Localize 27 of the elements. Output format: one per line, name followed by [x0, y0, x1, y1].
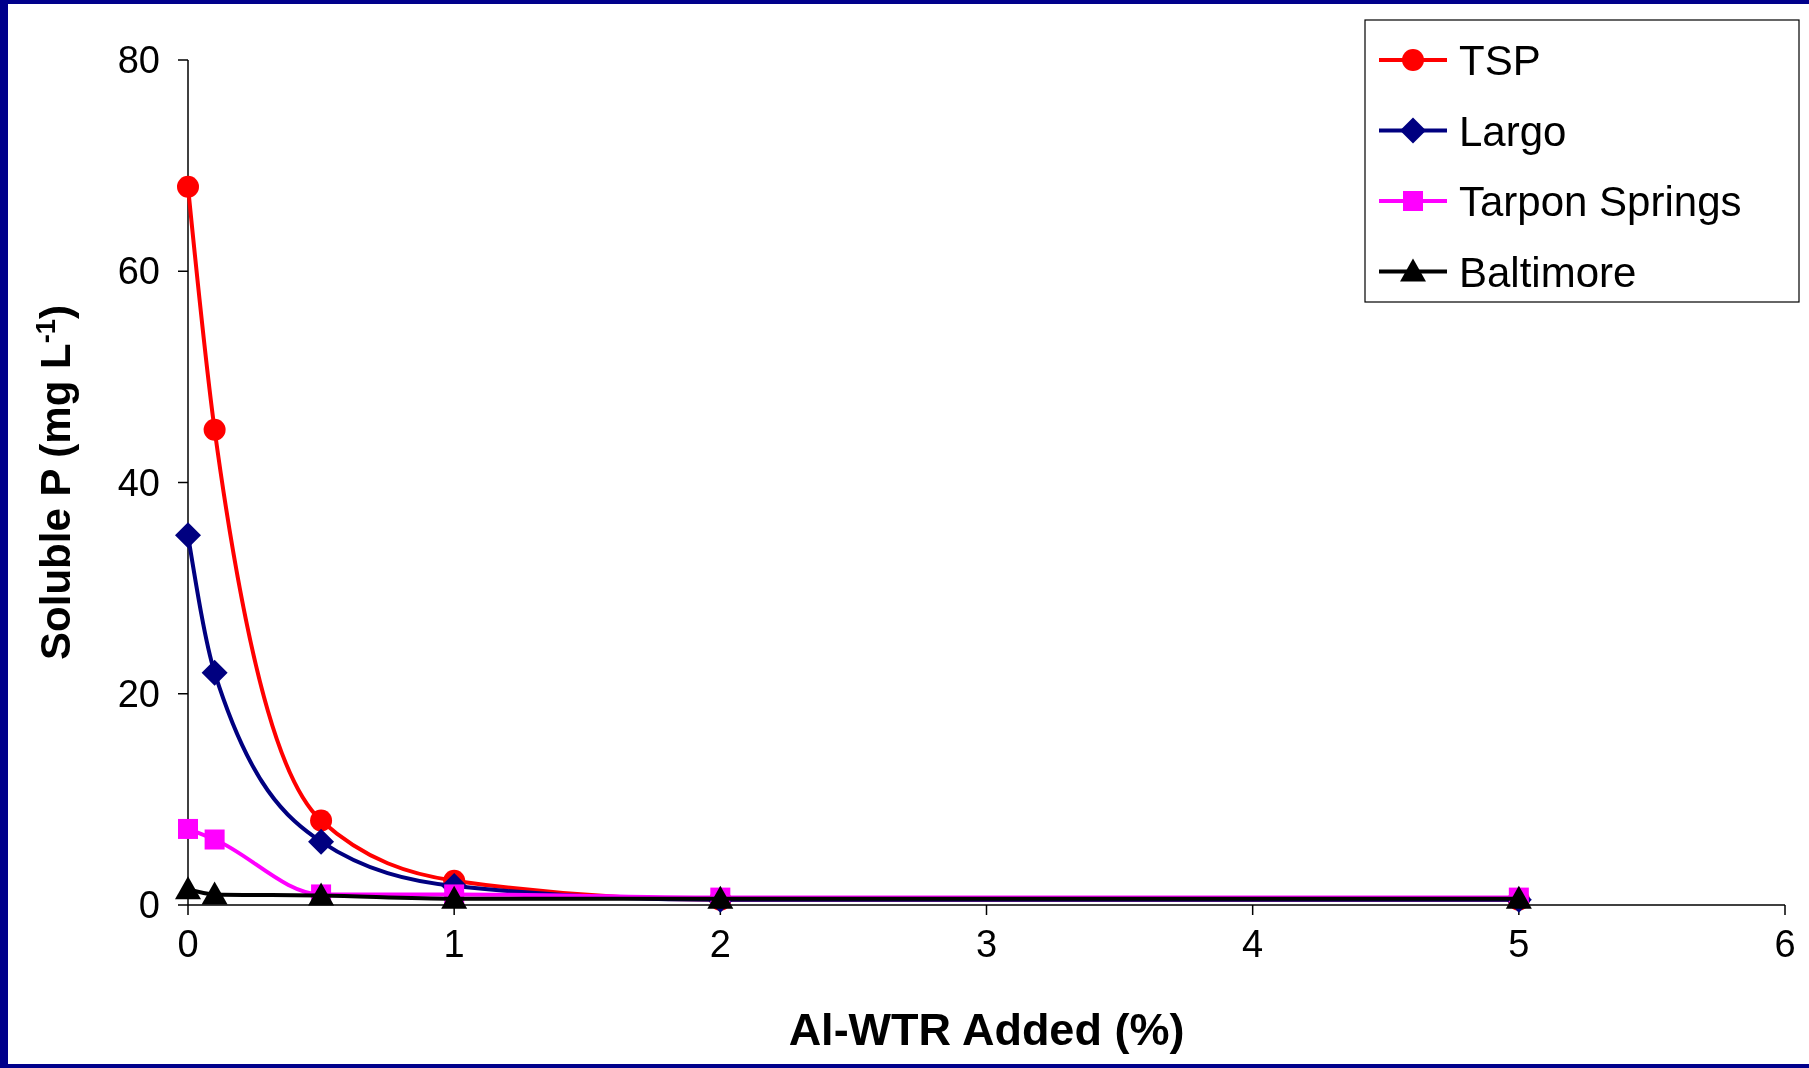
x-tick-label: 2	[709, 923, 731, 965]
x-tick-label: 1	[443, 923, 465, 965]
x-tick-label: 0	[177, 923, 199, 965]
x-tick-label: 4	[1242, 923, 1264, 965]
y-tick-label: 20	[117, 672, 160, 715]
x-tick-label: 6	[1774, 923, 1796, 965]
point	[310, 809, 333, 832]
point	[201, 881, 228, 905]
x-tick-label: 5	[1508, 923, 1530, 965]
point	[177, 175, 199, 198]
point	[308, 828, 335, 855]
legend-label: Largo	[1459, 107, 1567, 155]
point	[204, 829, 225, 850]
y-tick-label: 80	[117, 39, 160, 81]
y-tick-label: 0	[138, 884, 160, 926]
x-tick-label: 3	[975, 923, 998, 965]
legend-label: Tarpon Springs	[1459, 178, 1742, 225]
point	[175, 876, 201, 900]
point	[203, 418, 226, 441]
point	[201, 659, 228, 686]
y-tick-label: 40	[117, 461, 160, 504]
x-axis-title: Al-WTR Added (%)	[788, 1004, 1185, 1055]
y-tick-label: 60	[117, 250, 160, 293]
point	[175, 522, 201, 549]
point	[178, 818, 198, 839]
legend-label: TSP	[1459, 37, 1541, 84]
legend-label: Baltimore	[1459, 248, 1637, 296]
